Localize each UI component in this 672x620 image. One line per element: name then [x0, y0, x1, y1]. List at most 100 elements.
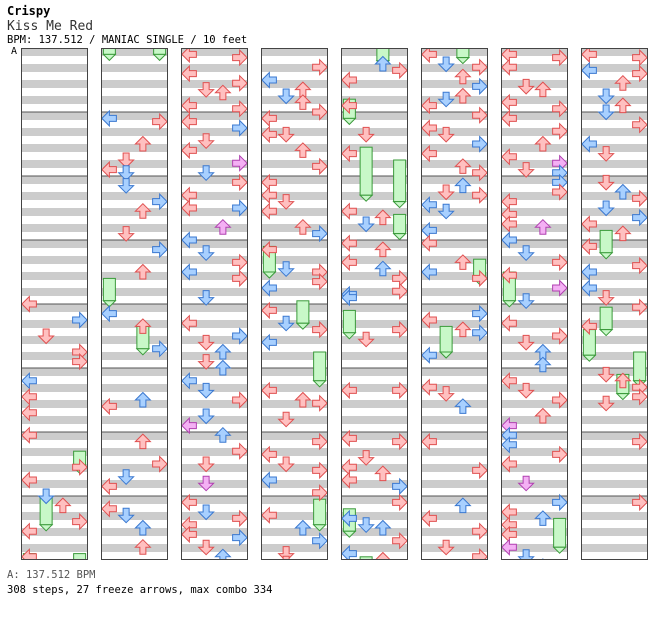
beat-stripe — [101, 160, 168, 168]
beat-stripe — [101, 496, 168, 504]
step-arrow — [392, 432, 408, 451]
step-arrow — [632, 116, 648, 134]
beat-stripe — [341, 352, 408, 360]
step-arrow — [552, 154, 568, 172]
beat-stripe — [181, 144, 248, 152]
beat-stripe — [21, 160, 88, 168]
step-arrow — [357, 450, 375, 466]
step-arrow — [534, 510, 552, 526]
beat-stripe — [341, 224, 408, 232]
step-arrow — [501, 372, 517, 390]
step-arrow — [214, 343, 232, 360]
beat-stripe — [21, 320, 88, 328]
beat-stripe — [261, 64, 328, 72]
step-arrow — [581, 135, 597, 153]
beat-stripe — [341, 304, 408, 312]
beat-stripe — [501, 464, 568, 472]
beat-stripe — [261, 192, 328, 200]
beat-stripe — [501, 176, 568, 184]
beat-stripe — [261, 352, 328, 360]
chart-column — [101, 48, 168, 560]
step-arrow — [312, 58, 328, 76]
step-arrow — [232, 48, 248, 67]
step-arrow — [632, 432, 648, 451]
step-arrow — [312, 461, 328, 480]
step-arrow — [134, 538, 152, 555]
segment-marker: A — [11, 46, 18, 57]
beat-stripe — [261, 176, 328, 184]
step-arrow — [552, 493, 568, 512]
step-arrow — [374, 519, 392, 536]
step-arrow — [552, 327, 568, 345]
step-arrow — [357, 517, 375, 534]
beat-stripe — [261, 480, 328, 488]
beat-stripe — [21, 480, 88, 488]
beat-stripe — [21, 464, 88, 472]
beat-stripe — [21, 416, 88, 424]
step-arrow — [197, 245, 215, 262]
step-arrow — [341, 458, 357, 476]
beat-stripe — [101, 480, 168, 488]
step-arrow — [421, 48, 437, 64]
beat-stripe — [501, 320, 568, 328]
beat-stripe — [341, 464, 408, 472]
beat-stripe — [341, 528, 408, 536]
beat-stripe — [581, 48, 648, 56]
beat-stripe — [181, 128, 248, 136]
step-arrow — [197, 475, 215, 492]
step-arrow — [261, 240, 277, 259]
beat-stripe — [581, 416, 648, 424]
step-arrow — [341, 544, 357, 560]
beat-stripe — [21, 176, 88, 184]
beat-stripe — [21, 128, 88, 136]
step-arrow — [632, 388, 648, 406]
beat-stripe — [501, 208, 568, 216]
beat-stripe — [101, 432, 168, 440]
beat-stripe — [101, 528, 168, 536]
step-arrow — [581, 317, 597, 336]
beat-stripe — [581, 480, 648, 488]
bpm-line: A: 137.512 BPM — [7, 569, 96, 581]
step-arrow — [181, 186, 197, 204]
chart-column — [501, 48, 568, 560]
step-arrow — [552, 279, 568, 297]
beat-stripe — [421, 416, 488, 424]
step-arrow — [552, 183, 568, 201]
chart-column — [341, 48, 408, 560]
step-arrow — [517, 334, 535, 351]
step-arrow — [197, 354, 215, 370]
beat-stripe — [21, 496, 88, 504]
step-arrow — [632, 208, 648, 227]
beat-stripe — [421, 448, 488, 456]
step-arrow — [421, 196, 437, 214]
beat-stripe — [341, 48, 408, 56]
beat-stripe — [341, 112, 408, 120]
freeze-arrow — [102, 48, 117, 62]
beat-stripe — [21, 288, 88, 296]
beat-stripe — [341, 272, 408, 280]
beat-stripe — [181, 320, 248, 328]
beat-stripe — [501, 512, 568, 520]
beat-stripe — [341, 160, 408, 168]
step-arrow — [117, 178, 135, 194]
step-arrow — [232, 173, 248, 192]
step-arrow — [232, 509, 248, 528]
beat-stripe — [581, 256, 648, 264]
step-arrow — [501, 436, 517, 454]
beat-stripe — [261, 256, 328, 264]
step-arrow — [552, 122, 568, 140]
beat-stripe — [181, 304, 248, 312]
column-border — [21, 48, 88, 560]
step-arrow — [277, 126, 295, 143]
beat-stripe — [341, 368, 408, 376]
beat-stripe — [101, 192, 168, 200]
beat-stripe — [181, 480, 248, 488]
beat-stripe — [501, 416, 568, 424]
step-arrow — [152, 112, 168, 131]
beat-stripe — [341, 400, 408, 408]
step-arrow — [277, 194, 295, 210]
step-arrow — [437, 184, 455, 201]
step-arrow — [341, 96, 357, 115]
beat-stripe — [341, 288, 408, 296]
beat-stripe — [421, 192, 488, 200]
